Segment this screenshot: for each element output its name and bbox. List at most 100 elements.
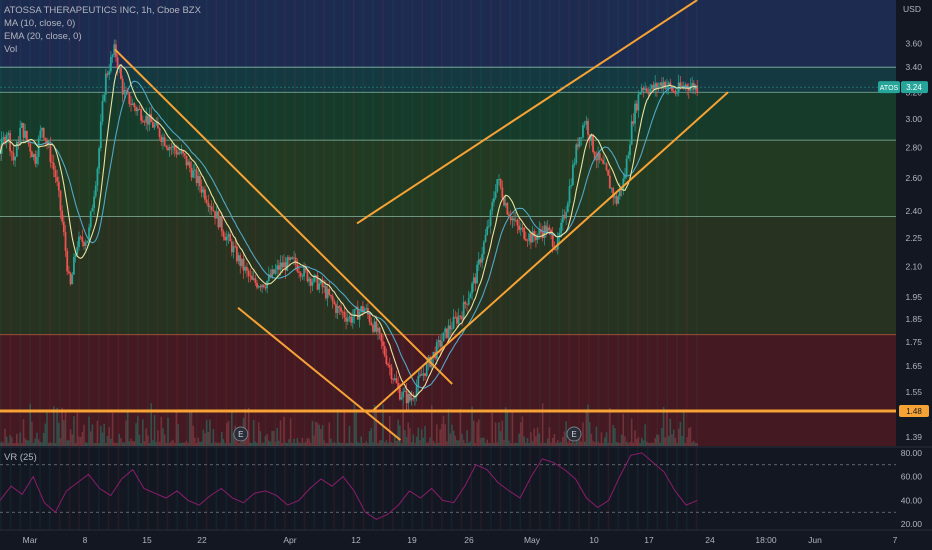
volume-bar	[437, 442, 440, 446]
volume-bar	[229, 442, 231, 446]
candle-body	[246, 267, 248, 271]
candle-body	[291, 257, 294, 259]
candle-body	[180, 150, 183, 154]
candle-body	[333, 301, 336, 305]
vr-stripe	[274, 447, 276, 530]
volume-bar	[489, 442, 492, 446]
candle-body	[361, 306, 364, 312]
vr-stripe	[401, 447, 404, 530]
volume-bar	[649, 442, 651, 446]
price-tick-label: 1.39	[905, 432, 922, 442]
candle-body	[84, 242, 87, 246]
time-tick-label: 22	[197, 535, 207, 545]
volume-bar	[261, 442, 263, 446]
session-stripe	[166, 0, 169, 446]
candle-body	[387, 363, 389, 366]
volume-bar	[538, 433, 541, 446]
candle-body	[54, 169, 57, 178]
candle-body	[523, 227, 526, 239]
candle-body	[66, 250, 69, 272]
volume-bar	[153, 414, 156, 446]
candle-body	[382, 341, 384, 346]
volume-bar	[170, 440, 173, 446]
ma-indicator-label[interactable]: MA (10, close, 0)	[4, 18, 76, 29]
earnings-marker-label: E	[571, 430, 576, 439]
volume-bar	[620, 434, 623, 446]
candle-body	[299, 272, 302, 277]
vr-indicator-label[interactable]: VR (25)	[4, 452, 37, 463]
volume-bar	[236, 440, 238, 446]
candle-body	[281, 262, 284, 268]
volume-bar	[647, 442, 650, 446]
candle-body	[2, 136, 5, 139]
vr-stripe	[186, 447, 188, 530]
volume-bar	[207, 432, 210, 446]
volume-bar	[279, 420, 282, 446]
candle-body	[454, 316, 457, 318]
volume-bar	[41, 442, 43, 446]
volume-bar	[686, 437, 688, 446]
session-stripe	[578, 0, 580, 446]
candle-body	[674, 90, 677, 94]
volume-bar	[147, 435, 149, 446]
candle-body	[136, 108, 139, 112]
volume-bar	[66, 440, 68, 446]
candle-body	[225, 236, 228, 241]
time-tick-label: May	[524, 535, 541, 545]
candle-body	[691, 83, 694, 87]
session-stripe	[176, 0, 178, 446]
session-stripe	[627, 0, 629, 446]
vr-stripe	[509, 447, 512, 530]
symbol-title[interactable]: ATOSSA THERAPEUTICS INC, 1h, Cboe BZX	[4, 5, 201, 16]
session-stripe	[58, 0, 61, 446]
candle-body	[645, 88, 648, 92]
volume-bar	[54, 442, 57, 446]
volume-bar	[251, 442, 253, 446]
vr-stripe	[519, 447, 521, 530]
candle-body	[518, 225, 521, 230]
volume-bar	[118, 433, 121, 446]
candle-body	[7, 132, 10, 136]
volume-bar	[52, 406, 55, 446]
candle-body	[655, 83, 658, 89]
volume-bar	[464, 442, 467, 446]
ema-indicator-label[interactable]: EMA (20, close, 0)	[4, 31, 82, 42]
volume-indicator-label[interactable]: Vol	[4, 44, 18, 55]
candle-body	[200, 186, 203, 193]
volume-bar	[187, 442, 189, 446]
volume-bar	[691, 442, 693, 446]
volume-bar	[178, 442, 181, 446]
volume-bar	[209, 419, 211, 446]
candle-body	[496, 179, 499, 192]
candle-body	[412, 397, 415, 399]
candle-body	[59, 190, 62, 211]
volume-bar	[518, 433, 520, 446]
volume-bar	[133, 441, 136, 446]
candle-body	[284, 262, 287, 271]
session-stripe	[450, 0, 453, 446]
volume-bar	[173, 442, 176, 446]
volume-bar	[89, 431, 92, 446]
volume-bar	[514, 442, 517, 446]
vr-stripe	[656, 447, 659, 530]
session-stripe	[401, 0, 404, 446]
candle-body	[289, 257, 292, 260]
volume-bar	[232, 433, 235, 446]
candle-body	[511, 218, 514, 221]
candle-body	[251, 275, 253, 280]
candle-body	[378, 327, 381, 334]
volume-bar	[570, 442, 572, 446]
volume-bar	[472, 420, 475, 446]
candle-body	[31, 151, 33, 158]
volume-bar	[325, 442, 327, 446]
candle-body	[73, 256, 75, 275]
volume-bar	[2, 442, 5, 446]
volume-bar	[5, 436, 8, 446]
candle-body	[440, 341, 443, 347]
candle-body	[689, 86, 692, 91]
candle-body	[499, 178, 502, 188]
vr-stripe	[303, 447, 306, 530]
volume-bar	[143, 441, 146, 446]
candle-body	[61, 210, 64, 222]
